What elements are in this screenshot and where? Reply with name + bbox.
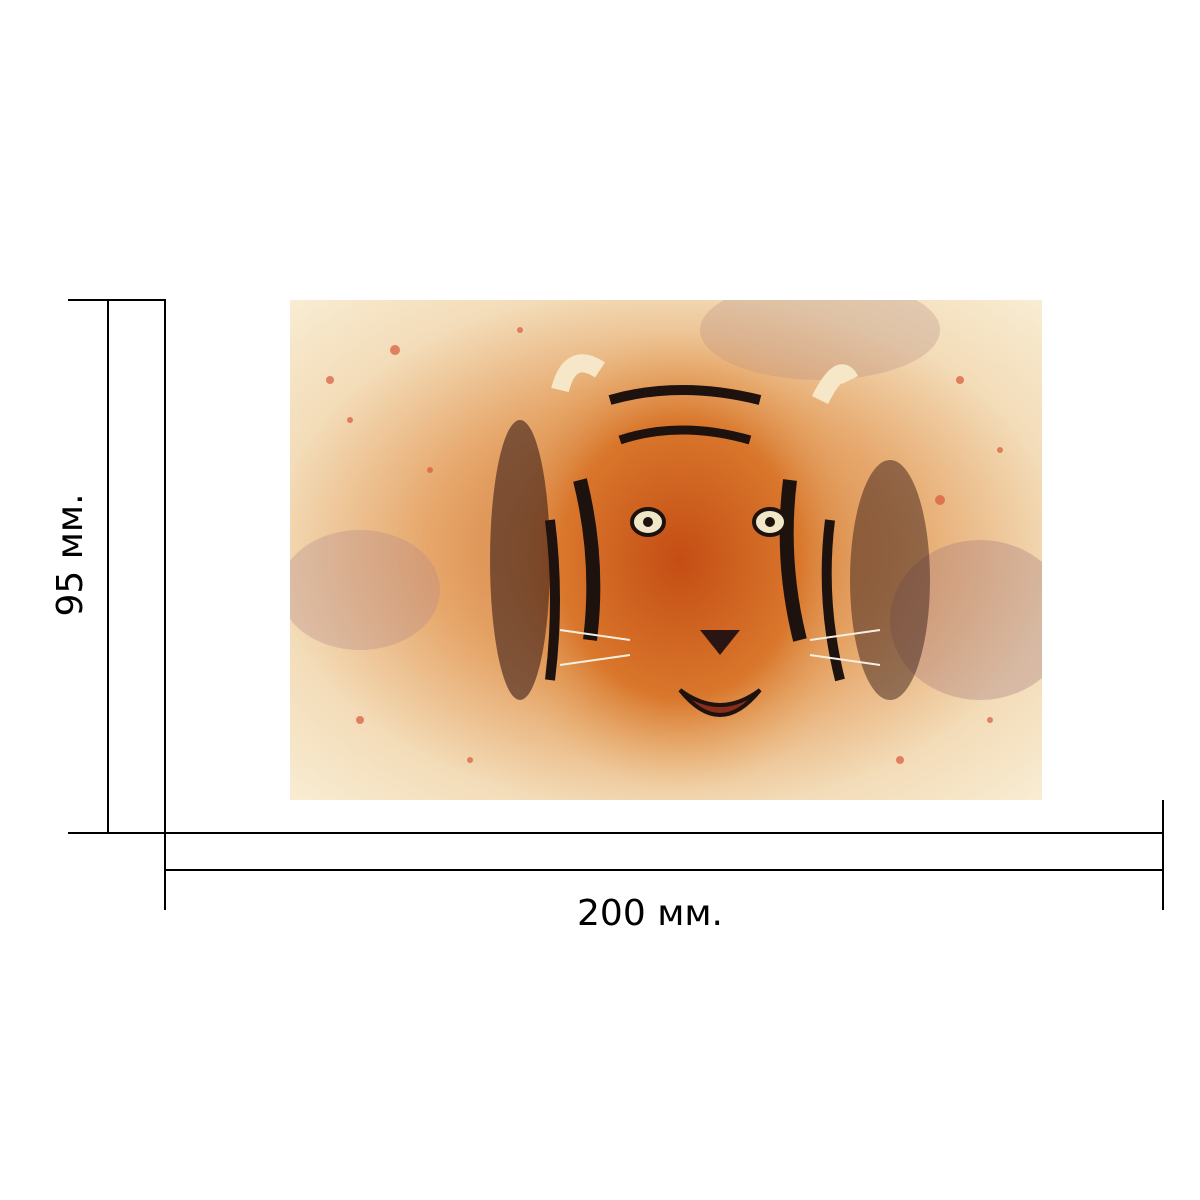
width-label: 200 мм. bbox=[577, 893, 723, 934]
height-label: 95 мм. bbox=[50, 493, 91, 616]
tiger-artwork bbox=[290, 300, 1042, 800]
height-dimension: 95 мм. bbox=[50, 299, 166, 834]
width-dimension: 200 мм. bbox=[164, 800, 1164, 934]
